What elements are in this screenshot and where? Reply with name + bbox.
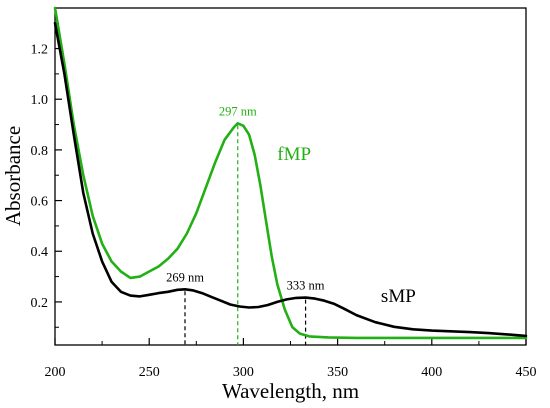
series-lines <box>53 6 528 340</box>
y-tick-label: 0.8 <box>31 144 49 159</box>
y-axis-title: Absorbance <box>1 126 25 226</box>
x-tick-label: 350 <box>327 365 348 380</box>
peak-annotation: 333 nm <box>287 279 325 293</box>
y-tick-label: 0.2 <box>31 296 49 311</box>
x-axis-title: Wavelength, nm <box>222 379 359 403</box>
peak-annotation: 297 nm <box>219 104 257 118</box>
series-label: fMP <box>277 144 311 165</box>
x-tick-label: 450 <box>516 365 537 380</box>
series-line-fmp <box>53 6 528 340</box>
peak-annotation: 269 nm <box>166 270 204 284</box>
y-tick-label: 0.6 <box>31 195 49 210</box>
x-tick-label: 400 <box>421 365 442 380</box>
axis-ticks: 200 250 300 350 400 450 0.2 0.4 0.6 0.8 1.0 1.2 <box>31 22 537 380</box>
chart-labels: 297 nm 269 nm 333 nm fMP sMP <box>166 104 416 307</box>
series-line-smp <box>53 21 528 338</box>
y-tick-label: 1.0 <box>31 93 49 108</box>
x-tick-label: 300 <box>233 365 254 380</box>
x-tick-label: 200 <box>45 365 66 380</box>
y-tick-label: 0.4 <box>31 245 49 260</box>
peak-guide-lines <box>184 125 307 345</box>
y-tick-label: 1.2 <box>31 43 49 58</box>
x-tick-label: 250 <box>139 365 160 380</box>
series-label: sMP <box>381 286 416 307</box>
